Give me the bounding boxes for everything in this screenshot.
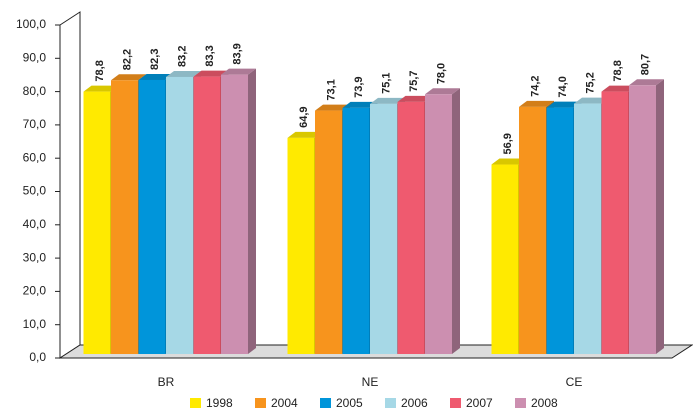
bar-top (221, 68, 256, 75)
value-label: 74,0 (557, 76, 569, 97)
bar (138, 79, 166, 354)
bar (370, 103, 397, 355)
value-label: 83,9 (231, 43, 243, 64)
bar (83, 91, 111, 354)
side-wall (59, 11, 81, 359)
legend-swatch (190, 398, 201, 408)
y-tick-label: 70,0 (23, 117, 47, 131)
bar (342, 107, 370, 355)
value-label: 80,7 (639, 54, 651, 75)
bar (221, 74, 248, 354)
bar (629, 85, 656, 355)
value-label: 75,1 (380, 72, 392, 93)
bar-top (287, 131, 323, 138)
bar-top (83, 85, 119, 92)
bar-top (193, 70, 229, 77)
bar (601, 91, 629, 354)
legend-label: 2005 (336, 396, 363, 410)
bar-top (601, 85, 637, 92)
bar (425, 94, 452, 354)
value-label: 78,8 (612, 60, 624, 81)
y-tick-label: 80,0 (23, 84, 47, 98)
bar (519, 106, 546, 354)
value-label: 75,2 (584, 72, 596, 93)
legend-label: 1998 (206, 396, 233, 410)
bar (166, 76, 193, 354)
bar-top (574, 97, 609, 104)
y-tick-label: 0,0 (29, 350, 46, 364)
y-tick-label: 30,0 (23, 250, 47, 264)
legend-label: 2004 (271, 396, 298, 410)
bar-top (629, 79, 664, 86)
legend-swatch (385, 398, 396, 408)
legend-swatch (320, 398, 331, 408)
bar-side (452, 88, 460, 354)
value-label: 64,9 (298, 106, 310, 127)
x-tick-label: NE (362, 375, 379, 389)
bar (287, 137, 315, 354)
bar-side (248, 68, 256, 354)
x-tick-label: CE (566, 375, 583, 389)
value-label: 83,3 (204, 45, 216, 66)
bar-top (166, 70, 201, 77)
bar (491, 164, 519, 354)
y-tick-label: 20,0 (23, 284, 47, 298)
bar (193, 76, 221, 355)
value-label: 73,1 (325, 79, 337, 100)
bar (111, 80, 138, 355)
legend-label: 2006 (401, 396, 428, 410)
value-label: 75,7 (408, 70, 420, 91)
legend-label: 2008 (531, 396, 558, 410)
legend-label: 2007 (466, 396, 493, 410)
legend-swatch (450, 398, 461, 408)
legend-swatch (255, 398, 266, 408)
bar-top (342, 101, 378, 108)
y-tick-label: 60,0 (23, 150, 47, 164)
bar-top (397, 95, 433, 102)
y-tick-label: 10,0 (23, 317, 47, 331)
bar-top (315, 104, 350, 111)
y-tick-label: 40,0 (23, 217, 47, 231)
value-label: 82,3 (149, 49, 161, 70)
bar-top (370, 97, 405, 104)
bar-top (491, 158, 527, 165)
value-label: 74,2 (529, 75, 541, 96)
bar (315, 110, 342, 355)
value-label: 83,2 (176, 46, 188, 67)
legend-swatch (515, 398, 526, 408)
bar-side (656, 79, 664, 355)
value-label: 82,2 (121, 49, 133, 70)
bar-top (546, 101, 582, 108)
bar-top (425, 88, 460, 95)
bar (546, 107, 574, 354)
y-tick-label: 50,0 (23, 184, 47, 198)
value-label: 78,0 (435, 63, 447, 84)
x-tick-label: BR (158, 375, 175, 389)
value-label: 56,9 (502, 133, 514, 154)
value-label: 78,8 (94, 60, 106, 81)
bar (574, 103, 601, 354)
bar-top (111, 74, 146, 81)
bar-top (519, 100, 554, 107)
bar (397, 101, 425, 354)
y-tick-label: 100,0 (16, 17, 46, 31)
bar-top (138, 73, 174, 80)
y-tick-label: 90,0 (23, 50, 47, 64)
value-label: 73,9 (353, 76, 365, 97)
